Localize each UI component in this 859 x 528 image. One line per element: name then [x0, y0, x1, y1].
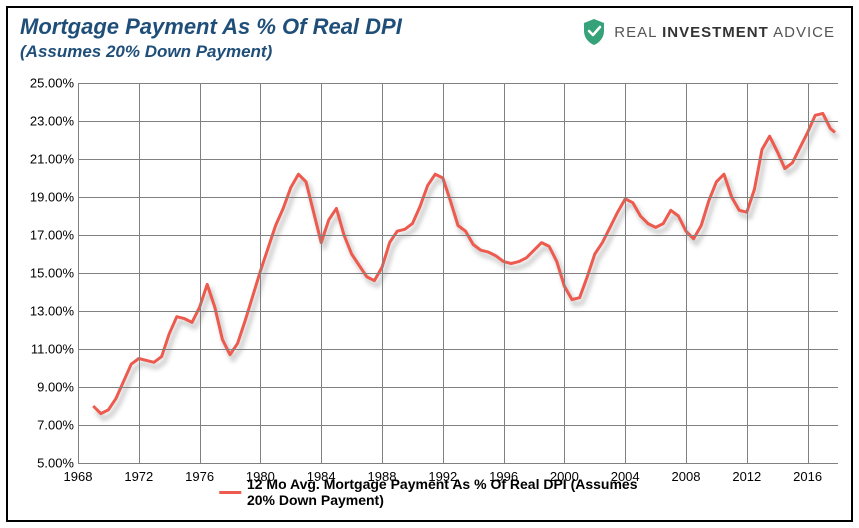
grid-line-h: [78, 235, 838, 236]
brand-logo: REAL INVESTMENT ADVICE: [582, 18, 835, 46]
x-tick-label: 1972: [124, 469, 153, 484]
grid-line-v: [504, 83, 505, 463]
grid-line-h: [78, 463, 838, 464]
chart-title: Mortgage Payment As % Of Real DPI: [20, 14, 402, 40]
x-tick-label: 2000: [550, 469, 579, 484]
grid-line-v: [78, 83, 79, 463]
y-tick-label: 15.00%: [22, 266, 74, 281]
grid-line-v: [260, 83, 261, 463]
y-tick-label: 23.00%: [22, 114, 74, 129]
grid-line-v: [139, 83, 140, 463]
x-tick-label: 1976: [185, 469, 214, 484]
x-tick-label: 2008: [672, 469, 701, 484]
grid-line-v: [321, 83, 322, 463]
y-tick-label: 7.00%: [22, 418, 74, 433]
x-tick-label: 1980: [246, 469, 275, 484]
brand-word-1: REAL: [614, 24, 657, 41]
grid-line-h: [78, 121, 838, 122]
x-tick-label: 1984: [307, 469, 336, 484]
brand-word-2: INVESTMENT: [662, 24, 769, 41]
grid-line-h: [78, 273, 838, 274]
y-tick-label: 11.00%: [22, 342, 74, 357]
x-tick-label: 1992: [428, 469, 457, 484]
y-tick-label: 19.00%: [22, 190, 74, 205]
grid-line-h: [78, 83, 838, 84]
grid-line-v: [625, 83, 626, 463]
grid-line-v: [443, 83, 444, 463]
plot-area: [78, 83, 838, 463]
y-tick-label: 9.00%: [22, 380, 74, 395]
y-tick-label: 13.00%: [22, 304, 74, 319]
grid-line-v: [686, 83, 687, 463]
x-tick-label: 1968: [64, 469, 93, 484]
x-tick-label: 1988: [368, 469, 397, 484]
grid-line-v: [200, 83, 201, 463]
x-tick-label: 2004: [611, 469, 640, 484]
grid-line-v: [564, 83, 565, 463]
brand-text: REAL INVESTMENT ADVICE: [614, 24, 835, 41]
x-tick-label: 2012: [732, 469, 761, 484]
y-tick-label: 17.00%: [22, 228, 74, 243]
y-tick-label: 25.00%: [22, 76, 74, 91]
brand-word-3: ADVICE: [773, 24, 835, 41]
grid-line-h: [78, 197, 838, 198]
chart-header: Mortgage Payment As % Of Real DPI (Assum…: [20, 14, 402, 62]
grid-line-v: [747, 83, 748, 463]
chart-subtitle: (Assumes 20% Down Payment): [20, 42, 402, 62]
grid-line-v: [382, 83, 383, 463]
x-tick-label: 1996: [489, 469, 518, 484]
x-tick-label: 2016: [793, 469, 822, 484]
grid-line-h: [78, 387, 838, 388]
grid-line-h: [78, 311, 838, 312]
grid-line-h: [78, 349, 838, 350]
chart-frame: Mortgage Payment As % Of Real DPI (Assum…: [6, 6, 853, 522]
grid-line-h: [78, 425, 838, 426]
legend-swatch: [219, 491, 241, 494]
grid-line-v: [808, 83, 809, 463]
y-tick-label: 21.00%: [22, 152, 74, 167]
grid-line-h: [78, 159, 838, 160]
series-shadow: [96, 118, 838, 418]
shield-icon: [582, 18, 606, 46]
